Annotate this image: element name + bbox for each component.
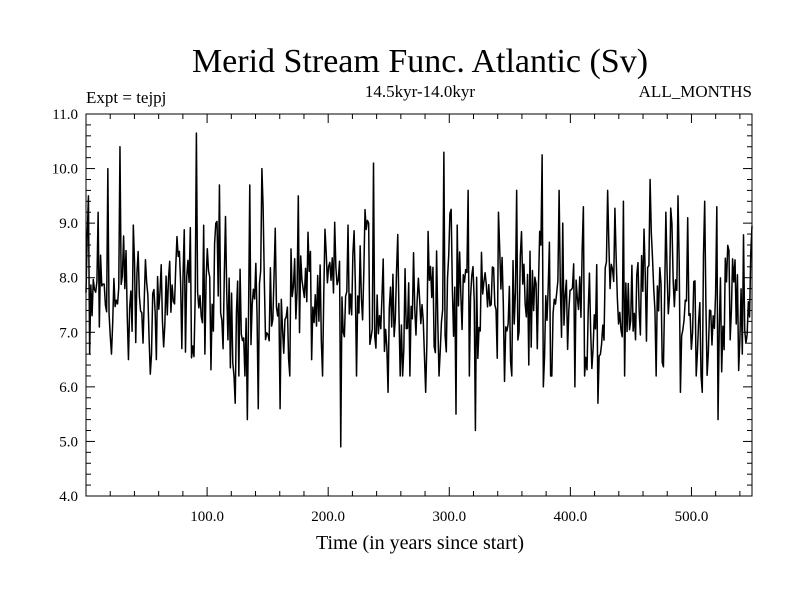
- y-tick-label: 6.0: [59, 380, 78, 396]
- y-tick-label: 5.0: [59, 434, 78, 450]
- y-tick-label: 8.0: [59, 271, 78, 287]
- series-line: [85, 132, 753, 448]
- months-label: ALL_MONTHS: [639, 82, 752, 101]
- experiment-label: Expt = tejpj: [86, 88, 166, 107]
- x-tick-label: 400.0: [553, 509, 587, 525]
- x-tick-label: 200.0: [311, 509, 345, 525]
- chart-subtitle: 14.5kyr-14.0kyr: [365, 82, 475, 101]
- x-tick-label: 500.0: [675, 509, 709, 525]
- chart-title: Merid Stream Func. Atlantic (Sv): [192, 43, 648, 80]
- y-tick-label: 7.0: [59, 325, 78, 341]
- y-tick-label: 11.0: [52, 107, 78, 123]
- x-tick-label: 100.0: [190, 509, 224, 525]
- tick-labels: 4.0 5.0 6.0 7.0 8.0 9.0 10.0 11.0 100.0 200.0 300.…: [52, 107, 709, 525]
- y-tick-label: 4.0: [59, 489, 78, 505]
- y-tick-label: 9.0: [59, 216, 78, 232]
- y-tick-label: 10.0: [52, 162, 78, 178]
- x-axis-label: Time (in years since start): [316, 532, 524, 554]
- x-tick-label: 300.0: [432, 509, 466, 525]
- plot-frame: [85, 113, 753, 497]
